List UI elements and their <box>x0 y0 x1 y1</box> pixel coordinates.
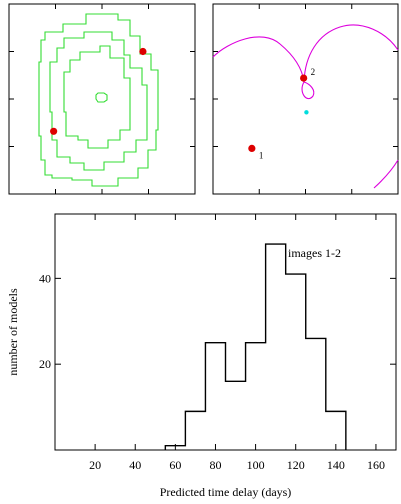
histogram-annotation: images 1-2 <box>288 246 341 260</box>
caustic-image-markers: 12 <box>248 67 315 160</box>
mass-contours <box>38 13 159 187</box>
histogram-bar <box>185 411 205 450</box>
histogram-bar <box>246 343 266 450</box>
y-tick-label: 20 <box>39 357 51 371</box>
x-tick-label: 40 <box>129 458 141 472</box>
histogram-bar <box>266 244 286 450</box>
caustic-panel: 12 <box>212 3 399 195</box>
histogram-steps <box>164 243 347 450</box>
histogram-bar <box>306 338 326 450</box>
image-marker <box>300 74 308 82</box>
x-tick-label: 60 <box>169 458 181 472</box>
y-axis-label: number of models <box>6 288 20 376</box>
contour-inner <box>95 92 108 103</box>
contour-image-markers <box>50 47 147 135</box>
critical-curve-inner-loop <box>301 81 315 100</box>
image-marker <box>139 47 147 56</box>
histogram-frame <box>54 213 397 451</box>
image-marker <box>248 144 256 152</box>
histogram-bar <box>286 274 306 450</box>
contour-outer <box>38 13 159 187</box>
y-tick-label: 40 <box>39 271 51 285</box>
histogram-bins <box>165 244 346 450</box>
x-tick-label: 120 <box>287 458 305 472</box>
x-tick-label: 20 <box>89 458 101 472</box>
contour-third <box>63 45 131 149</box>
critical-curve-left-lobe <box>212 36 305 83</box>
critical-curves <box>212 24 399 189</box>
histogram-bar <box>326 411 346 450</box>
x-tick-label: 100 <box>247 458 265 472</box>
x-axis-ticks: 20 40 60 80 100 120 140 160 <box>89 214 385 472</box>
source-marker <box>304 110 309 115</box>
critical-curve-right-lobe <box>303 24 399 83</box>
contour-panel <box>8 3 196 195</box>
image-label: 1 <box>259 150 264 160</box>
x-tick-label: 140 <box>327 458 345 472</box>
x-tick-label: 80 <box>209 458 221 472</box>
histogram-bar <box>165 446 185 450</box>
contour-second <box>49 31 148 171</box>
caustic-panel-frame <box>212 3 399 195</box>
image-marker <box>50 127 58 135</box>
x-axis-label: Predicted time delay (days) <box>160 485 292 499</box>
x-tick-label: 160 <box>367 458 385 472</box>
image-label: 2 <box>311 67 316 77</box>
critical-curve-lower-arc <box>373 159 399 189</box>
histogram-bar <box>226 381 246 450</box>
histogram-bar <box>205 343 225 450</box>
